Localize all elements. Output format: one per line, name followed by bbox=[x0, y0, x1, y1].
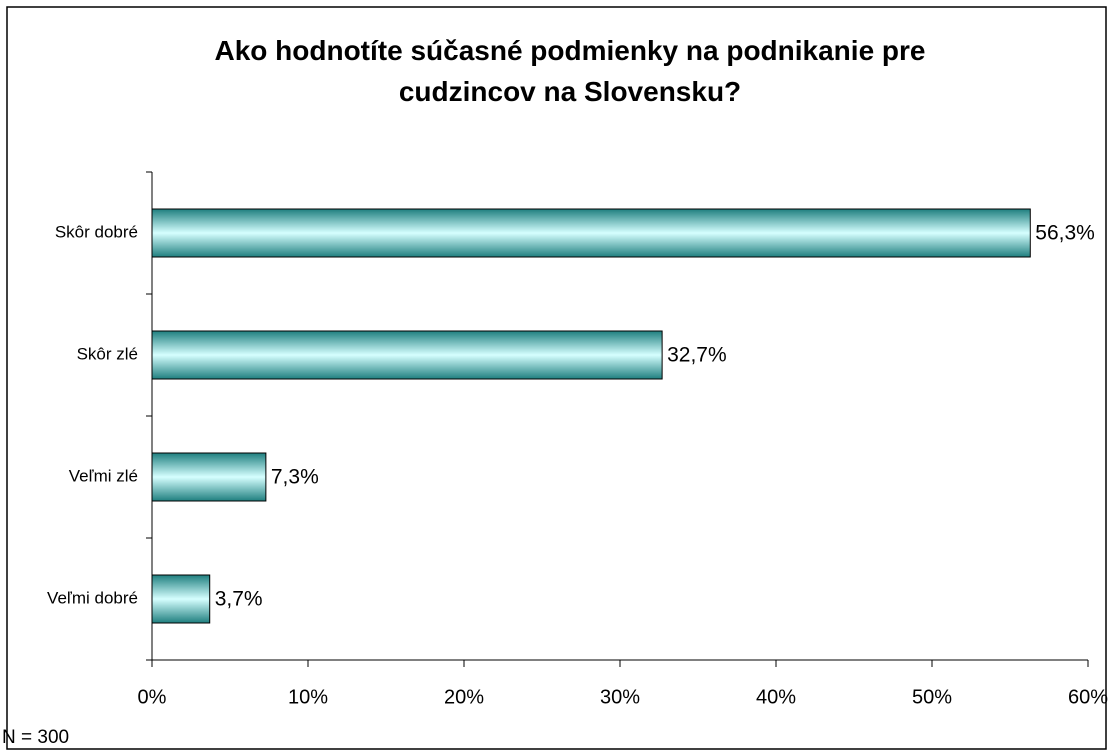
y-tick-label: Veľmi zlé bbox=[69, 466, 138, 485]
x-tick-label: 30% bbox=[600, 686, 640, 708]
bar bbox=[151, 452, 267, 502]
y-tick-label: Veľmi dobré bbox=[47, 588, 138, 607]
bar bbox=[151, 208, 1031, 258]
chart-title: Ako hodnotíte súčasné podmienky na podni… bbox=[214, 35, 926, 107]
value-label: 56,3% bbox=[1035, 222, 1095, 245]
x-tick-label: 0% bbox=[138, 686, 167, 708]
bar bbox=[151, 330, 663, 380]
y-tick-label: Skôr dobré bbox=[55, 222, 138, 241]
value-label: 3,7% bbox=[215, 588, 263, 611]
x-tick-label: 50% bbox=[912, 686, 952, 708]
x-tick-label: 20% bbox=[444, 686, 484, 708]
x-tick-label: 10% bbox=[288, 686, 328, 708]
x-tick-label: 40% bbox=[756, 686, 796, 708]
bar bbox=[151, 574, 211, 624]
chart-border bbox=[6, 6, 1107, 750]
value-label: 32,7% bbox=[667, 344, 727, 367]
y-tick-label: Skôr zlé bbox=[77, 344, 138, 363]
note: N = 300 bbox=[2, 727, 70, 748]
x-tick-label: 60% bbox=[1068, 686, 1108, 708]
value-label: 7,3% bbox=[271, 466, 319, 489]
